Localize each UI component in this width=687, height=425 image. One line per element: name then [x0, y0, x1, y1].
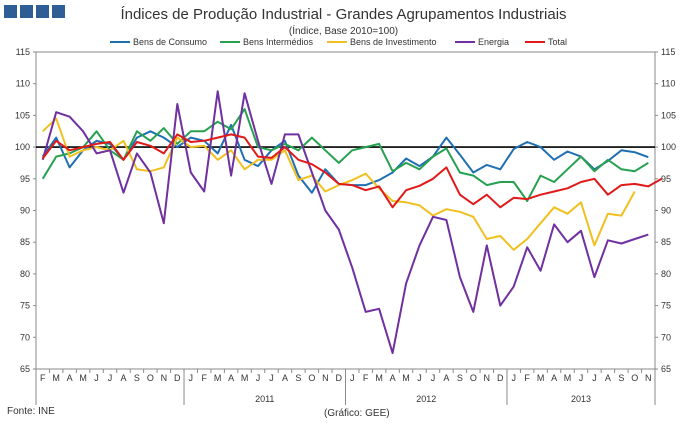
logo-square — [36, 5, 49, 18]
y-tick-label-right: 85 — [661, 237, 671, 247]
x-month-label: F — [524, 373, 530, 383]
legend-label: Bens Intermédios — [243, 37, 314, 47]
x-month-label: M — [214, 373, 222, 383]
x-month-label: M — [241, 373, 249, 383]
x-month-label: J — [511, 373, 516, 383]
x-month-label: D — [336, 373, 343, 383]
x-year-label: 2012 — [416, 394, 436, 404]
y-tick-label-left: 100 — [15, 142, 30, 152]
x-year-label: 2011 — [255, 394, 274, 404]
y-tick-label-left: 70 — [20, 332, 30, 342]
x-month-label: A — [443, 373, 449, 383]
series-line-bens-de-investimento — [42, 117, 636, 251]
logo-square — [52, 5, 65, 18]
y-tick-label-right: 65 — [661, 364, 671, 374]
x-month-label: S — [295, 373, 301, 383]
x-month-label: A — [228, 373, 234, 383]
x-month-label: J — [256, 373, 261, 383]
series-line-total — [41, 133, 663, 209]
x-month-label: J — [269, 373, 274, 383]
x-month-label: S — [618, 373, 624, 383]
legend-label: Energia — [478, 37, 509, 47]
y-tick-label-right: 70 — [661, 332, 671, 342]
x-month-label: O — [147, 373, 154, 383]
legend-label: Total — [548, 37, 567, 47]
y-tick-label-left: 105 — [15, 110, 30, 120]
series-line-energia — [41, 90, 649, 355]
x-month-label: J — [94, 373, 99, 383]
y-tick-label-left: 80 — [20, 269, 30, 279]
x-month-label: M — [52, 373, 60, 383]
x-month-label: F — [201, 373, 207, 383]
y-tick-label-right: 100 — [661, 142, 676, 152]
x-month-label: J — [350, 373, 355, 383]
y-tick-label-left: 75 — [20, 301, 30, 311]
x-month-label: D — [497, 373, 504, 383]
y-tick-label-right: 95 — [661, 174, 671, 184]
y-tick-label-left: 115 — [16, 47, 30, 57]
y-tick-label-left: 65 — [20, 364, 30, 374]
x-month-label: M — [375, 373, 383, 383]
legend-label: Bens de Investimento — [350, 37, 437, 47]
y-tick-label-right: 90 — [661, 206, 671, 216]
y-tick-label-left: 95 — [20, 174, 30, 184]
x-month-label: J — [189, 373, 194, 383]
y-tick-label-left: 110 — [16, 79, 30, 89]
x-month-label: D — [174, 373, 181, 383]
x-month-label: M — [537, 373, 545, 383]
y-tick-label-right: 115 — [661, 47, 675, 57]
x-month-label: F — [363, 373, 369, 383]
logo-square — [20, 5, 33, 18]
x-month-label: N — [645, 373, 652, 383]
x-month-label: S — [134, 373, 140, 383]
x-month-label: J — [431, 373, 436, 383]
x-month-label: O — [470, 373, 477, 383]
x-year-label: 2013 — [571, 394, 591, 404]
chart-credit: (Gráfico: GEE) — [324, 408, 390, 419]
y-tick-label-right: 110 — [661, 79, 675, 89]
x-month-label: A — [605, 373, 611, 383]
y-tick-label-left: 90 — [20, 206, 30, 216]
x-month-label: M — [564, 373, 572, 383]
y-tick-label-right: 75 — [661, 301, 671, 311]
x-month-label: A — [282, 373, 288, 383]
x-month-label: J — [579, 373, 584, 383]
y-tick-label-left: 85 — [20, 237, 30, 247]
legend-label: Bens de Consumo — [133, 37, 207, 47]
x-month-label: J — [417, 373, 422, 383]
x-month-label: M — [402, 373, 410, 383]
brand-logo — [4, 5, 65, 19]
x-month-label: N — [484, 373, 491, 383]
logo-square — [4, 5, 17, 18]
chart-title: Índices de Produção Industrial - Grandes… — [120, 6, 567, 23]
x-month-label: M — [79, 373, 87, 383]
series-line-bens-interm-dios — [41, 108, 649, 202]
chart-subtitle: (Índice, Base 2010=100) — [288, 26, 399, 37]
x-month-label: O — [308, 373, 315, 383]
y-tick-label-right: 80 — [661, 269, 671, 279]
y-tick-label-right: 105 — [661, 110, 676, 120]
x-month-label: A — [67, 373, 73, 383]
x-month-label: F — [40, 373, 46, 383]
x-month-label: J — [592, 373, 597, 383]
x-month-label: N — [161, 373, 168, 383]
x-month-label: A — [390, 373, 396, 383]
x-month-label: O — [631, 373, 638, 383]
x-month-label: A — [551, 373, 557, 383]
x-month-label: J — [108, 373, 113, 383]
x-month-label: A — [120, 373, 126, 383]
source-note: Fonte: INE — [7, 406, 55, 417]
x-month-label: S — [457, 373, 463, 383]
x-month-label: N — [322, 373, 329, 383]
